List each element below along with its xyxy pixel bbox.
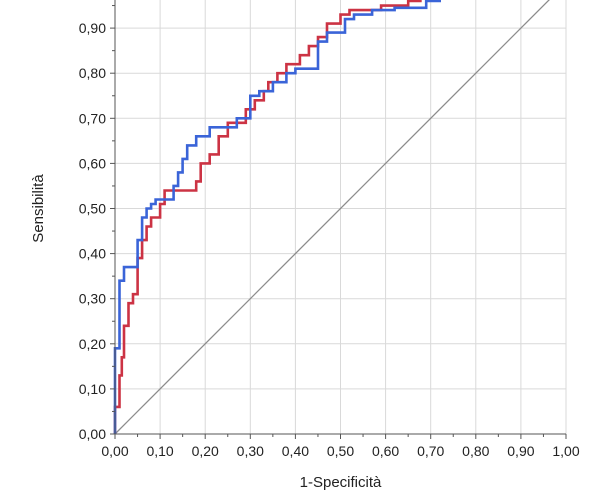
x-tick-label: 0,40 [282, 443, 309, 459]
x-tick-label: 0,90 [507, 443, 534, 459]
x-tick-label: 0,00 [101, 443, 128, 459]
grid-lines [114, 0, 567, 435]
y-tick-label: 0,00 [79, 426, 106, 442]
y-tick-label: 0,50 [79, 201, 106, 217]
roc-series-group [113, 0, 442, 434]
x-tick-label: 0,30 [237, 443, 264, 459]
x-tick-label: 0,70 [417, 443, 444, 459]
x-tick-label: 0,50 [327, 443, 354, 459]
y-tick-label: 0,10 [79, 381, 106, 397]
y-tick-label: 0,70 [79, 110, 106, 126]
y-tick-label: 0,30 [79, 291, 106, 307]
roc-curve-blue [113, 0, 442, 434]
x-tick-label: 0,80 [462, 443, 489, 459]
y-tick-label: 0,80 [79, 65, 106, 81]
reference-diagonal-line [114, 0, 550, 435]
y-axis-tick-labels: 0,00 0,10 0,20 0,30 0,40 0,50 0,60 0,70 0,80 0,90 [79, 20, 106, 442]
plot-frame [110, 0, 567, 439]
x-axis-title: 1-Specificità [300, 474, 382, 491]
y-tick-label: 0,90 [79, 20, 106, 36]
x-axis-tick-labels: 0,00 0,10 0,20 0,30 0,40 0,50 0,60 0,70 0,80 0,90… [101, 443, 579, 459]
roc-curve-red [113, 0, 422, 434]
y-axis-title: Sensibilità [30, 174, 47, 243]
y-tick-label: 0,20 [79, 336, 106, 352]
x-tick-label: 0,20 [192, 443, 219, 459]
y-tick-label: 0,40 [79, 246, 106, 262]
x-tick-label: 1,00 [552, 443, 579, 459]
x-tick-label: 0,60 [372, 443, 399, 459]
y-tick-label: 0,60 [79, 155, 106, 171]
x-tick-label: 0,10 [146, 443, 173, 459]
